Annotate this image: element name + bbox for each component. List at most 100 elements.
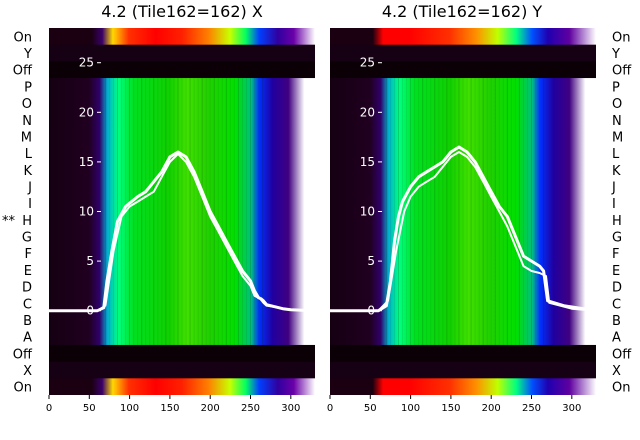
- x-tick-label: 50: [364, 403, 377, 414]
- heatmap-row: [330, 61, 596, 79]
- heatmap-row: [330, 78, 596, 96]
- x-tick-label: 250: [522, 403, 541, 414]
- row-label: A: [23, 331, 32, 346]
- heatmap-row: [330, 361, 596, 379]
- x-tick-label: 0: [46, 403, 52, 414]
- y-tick-label: 5: [367, 254, 375, 268]
- heatmap-row: [330, 378, 596, 395]
- x-tick-label: 200: [201, 403, 220, 414]
- row-label: C: [23, 297, 32, 312]
- row-label: O: [22, 97, 32, 112]
- x-tick-label: 0: [327, 403, 333, 414]
- row-label: Y: [23, 47, 32, 62]
- heatmap-row: [49, 161, 315, 179]
- row-label: P: [612, 80, 620, 95]
- row-label: N: [22, 114, 32, 129]
- heatmap-row: [330, 111, 596, 129]
- y-tick-label: 25: [360, 56, 375, 70]
- x-tick-label: 300: [562, 403, 581, 414]
- heatmap-row: [330, 328, 596, 346]
- y-tick-label: 15: [79, 155, 94, 169]
- heatmap-row: [330, 278, 596, 296]
- left-chart-title: 4.2 (Tile162=162) X: [101, 2, 263, 21]
- row-label: G: [612, 231, 622, 246]
- row-label: Off: [612, 347, 632, 362]
- row-label: E: [612, 264, 620, 279]
- x-tick-label: 100: [120, 403, 139, 414]
- row-label: K: [23, 164, 32, 179]
- heatmap-row: [49, 244, 315, 263]
- x-tick-label: 200: [482, 403, 501, 414]
- row-label: J: [27, 180, 32, 195]
- heatmap-row: [330, 28, 596, 46]
- heatmap-row: [330, 344, 596, 363]
- row-label: L: [25, 147, 33, 162]
- heatmap-row: [49, 311, 315, 329]
- row-label: On: [14, 381, 32, 396]
- y-tick-label: 5: [86, 254, 94, 268]
- row-label: Off: [13, 347, 33, 362]
- row-label: F: [25, 247, 32, 262]
- x-tick-label: 300: [281, 403, 300, 414]
- y-tick-label: 20: [79, 105, 94, 119]
- overlay-line: [49, 153, 315, 312]
- heatmap-row: [49, 361, 315, 379]
- heatmap-row: [49, 194, 315, 212]
- heatmap-row: [49, 78, 315, 96]
- heatmap-row: [49, 261, 315, 279]
- row-label: On: [14, 30, 32, 45]
- row-label: On: [612, 30, 630, 45]
- heatmap-row: [49, 128, 315, 146]
- row-label: J: [611, 180, 616, 195]
- right-chart-title: 4.2 (Tile162=162) Y: [382, 2, 543, 21]
- row-label: B: [612, 314, 621, 329]
- heatmap-row: [49, 344, 315, 363]
- x-tick-label: 150: [160, 403, 179, 414]
- y-tick-label: 10: [360, 205, 375, 219]
- row-label: I: [28, 197, 32, 212]
- y-tick-label: 10: [79, 205, 94, 219]
- row-label: E: [24, 264, 32, 279]
- row-label: D: [22, 281, 32, 296]
- x-tick-label: 150: [441, 403, 460, 414]
- row-label: O: [612, 97, 622, 112]
- heatmap-row: [330, 94, 596, 112]
- y-tick-label: 20: [360, 105, 375, 119]
- row-label: H: [22, 214, 32, 229]
- row-label: K: [612, 164, 621, 179]
- y-tick-label: 0: [367, 304, 375, 318]
- overlay-line: [330, 151, 596, 312]
- row-label: D: [612, 281, 622, 296]
- heatmap-row: [49, 294, 315, 313]
- row-label: M: [612, 130, 623, 145]
- heatmap-row: [49, 378, 315, 395]
- row-label: N: [612, 114, 622, 129]
- row-label: X: [612, 364, 621, 379]
- heatmap-row: [330, 161, 596, 179]
- heatmap-row: [49, 328, 315, 346]
- row-label: L: [612, 147, 620, 162]
- heatmap-row: [49, 111, 315, 129]
- heatmap-row: [49, 94, 315, 112]
- heatmap-row: [330, 194, 596, 212]
- row-label: I: [612, 197, 616, 212]
- y-tick-label: 25: [79, 56, 94, 70]
- row-label: A: [612, 331, 621, 346]
- x-tick-label: 250: [241, 403, 260, 414]
- highlight-marker: **: [2, 214, 16, 229]
- y-tick-label: 15: [360, 155, 375, 169]
- heatmap-row: [49, 178, 315, 196]
- heatmap-row: [330, 128, 596, 146]
- heatmap-row: [49, 61, 315, 79]
- row-label: X: [23, 364, 32, 379]
- heatmap-row: [330, 261, 596, 279]
- heatmap-row: [49, 44, 315, 62]
- heatmap-row: [330, 178, 596, 196]
- row-label: Y: [611, 47, 620, 62]
- row-label: M: [21, 130, 32, 145]
